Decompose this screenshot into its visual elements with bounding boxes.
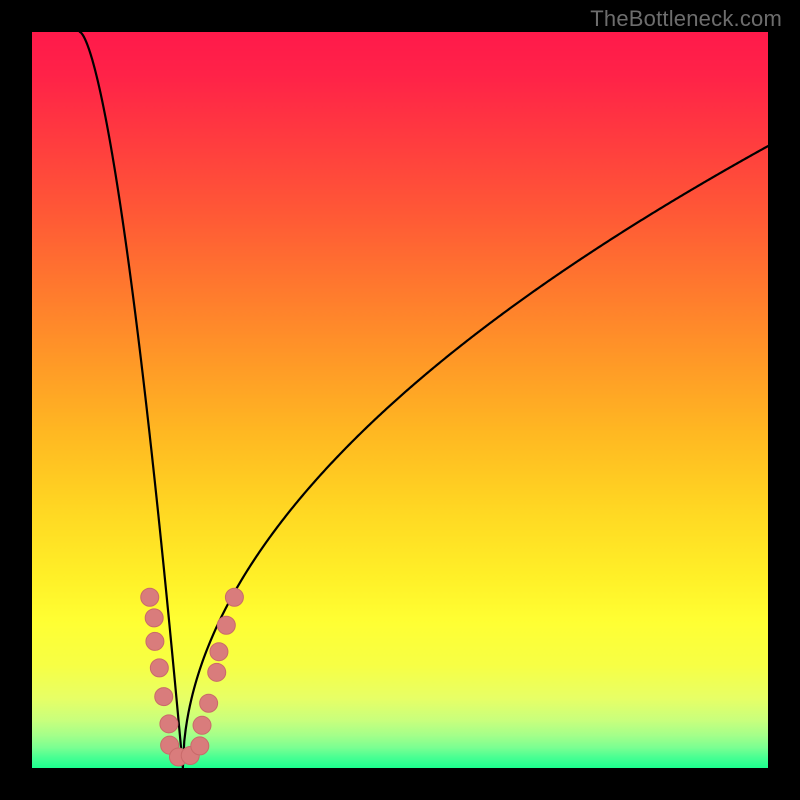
curve-marker — [210, 643, 228, 661]
curve-marker — [141, 588, 159, 606]
bottleneck-curve — [80, 32, 768, 768]
plot-area — [32, 32, 768, 768]
curve-marker — [146, 632, 164, 650]
curve-marker — [200, 694, 218, 712]
curve-marker — [191, 737, 209, 755]
curve-markers — [141, 588, 244, 766]
curve-marker — [193, 716, 211, 734]
curve-marker — [160, 715, 178, 733]
curves-layer — [32, 32, 768, 768]
watermark-text: TheBottleneck.com — [590, 6, 782, 32]
curve-marker — [145, 609, 163, 627]
curve-marker — [225, 588, 243, 606]
curve-marker — [208, 663, 226, 681]
curve-marker — [155, 688, 173, 706]
figure-container: TheBottleneck.com — [0, 0, 800, 800]
curve-marker — [150, 659, 168, 677]
curve-marker — [217, 616, 235, 634]
